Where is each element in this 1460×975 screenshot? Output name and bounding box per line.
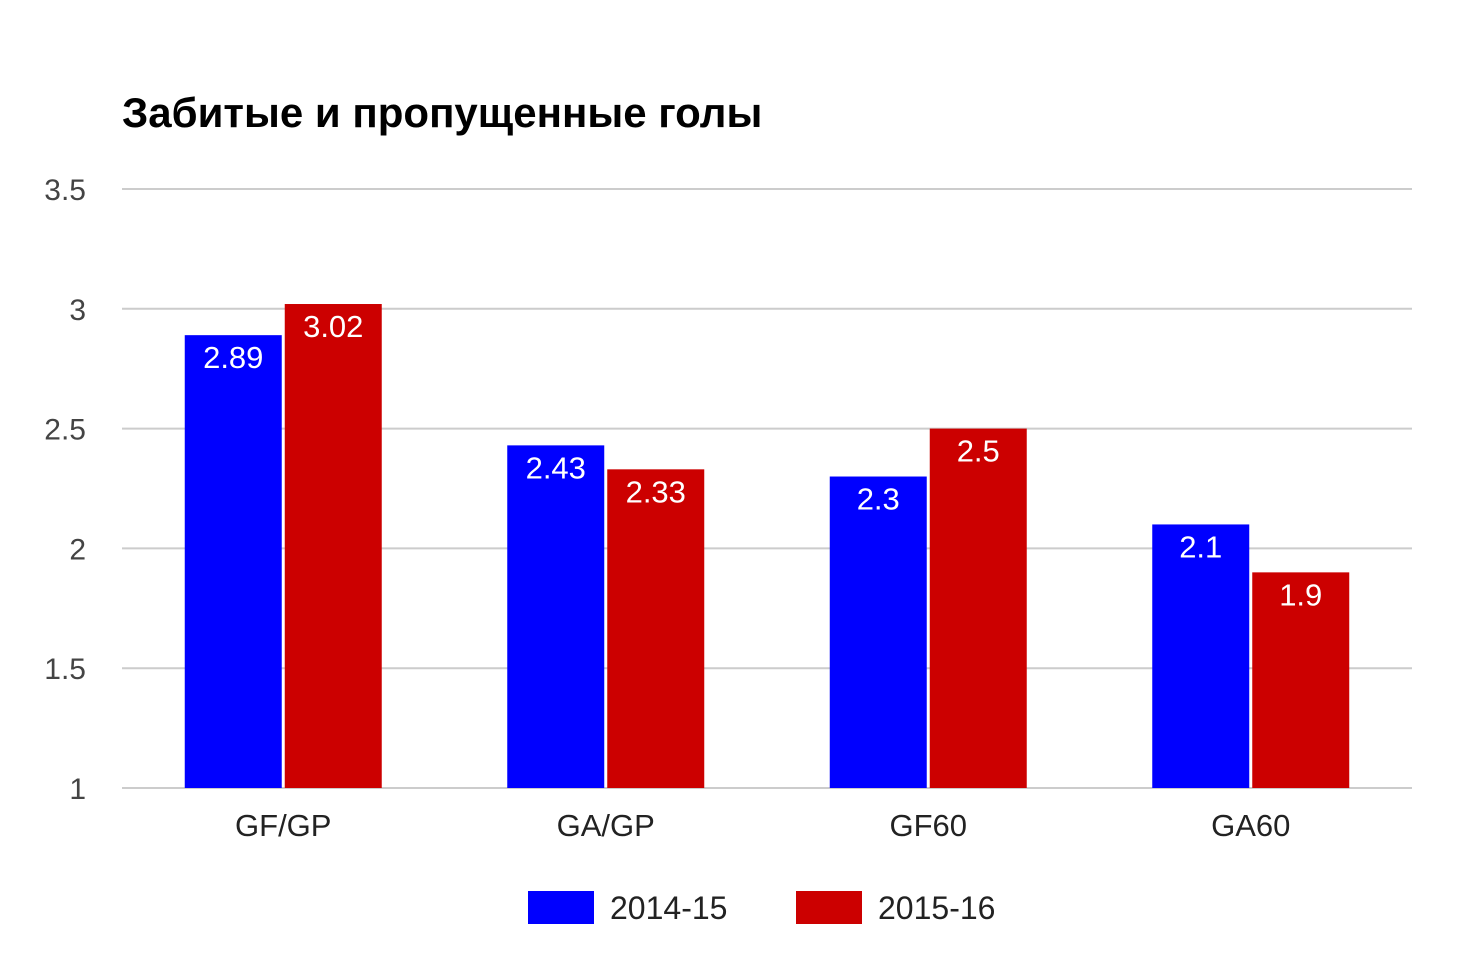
x-axis-categories: GF/GP GA/GP GF60 GA60	[235, 808, 1290, 843]
bar	[507, 445, 605, 788]
legend: 2014-15 2015-16	[528, 890, 995, 926]
x-tick-label: GF60	[889, 808, 967, 843]
data-label: 2.33	[626, 474, 686, 509]
data-label: 2.5	[957, 434, 1000, 469]
legend-label: 2015-16	[878, 890, 995, 926]
data-label: 2.1	[1179, 529, 1222, 564]
data-label: 2.3	[857, 482, 900, 517]
bar	[607, 469, 705, 788]
legend-swatch	[528, 891, 594, 924]
bar	[829, 476, 927, 788]
legend-swatch	[796, 891, 862, 924]
data-label: 2.89	[203, 340, 263, 375]
bars	[184, 304, 1350, 788]
data-label: 3.02	[303, 309, 363, 344]
bar	[1152, 524, 1250, 788]
legend-label: 2014-15	[610, 890, 727, 926]
bar	[284, 304, 382, 788]
bar	[929, 428, 1027, 788]
x-tick-label: GF/GP	[235, 808, 331, 843]
y-tick-label: 1.5	[44, 653, 86, 686]
x-tick-label: GA60	[1211, 808, 1290, 843]
chart-title: Забитые и пропущенные голы	[122, 89, 762, 136]
data-label: 1.9	[1279, 577, 1322, 612]
y-tick-label: 3	[69, 294, 86, 327]
y-tick-label: 1	[69, 773, 86, 806]
bar	[184, 335, 282, 788]
data-label: 2.43	[526, 450, 586, 485]
data-labels: 2.89 3.02 2.43 2.33 2.3 2.5 2.1 1.9	[203, 309, 1322, 612]
y-tick-label: 3.5	[44, 174, 86, 207]
y-tick-label: 2	[69, 533, 86, 566]
y-axis-ticks: 1 1.5 2 2.5 3 3.5	[44, 174, 86, 806]
y-tick-label: 2.5	[44, 414, 86, 447]
bar	[1252, 572, 1350, 788]
x-tick-label: GA/GP	[557, 808, 655, 843]
